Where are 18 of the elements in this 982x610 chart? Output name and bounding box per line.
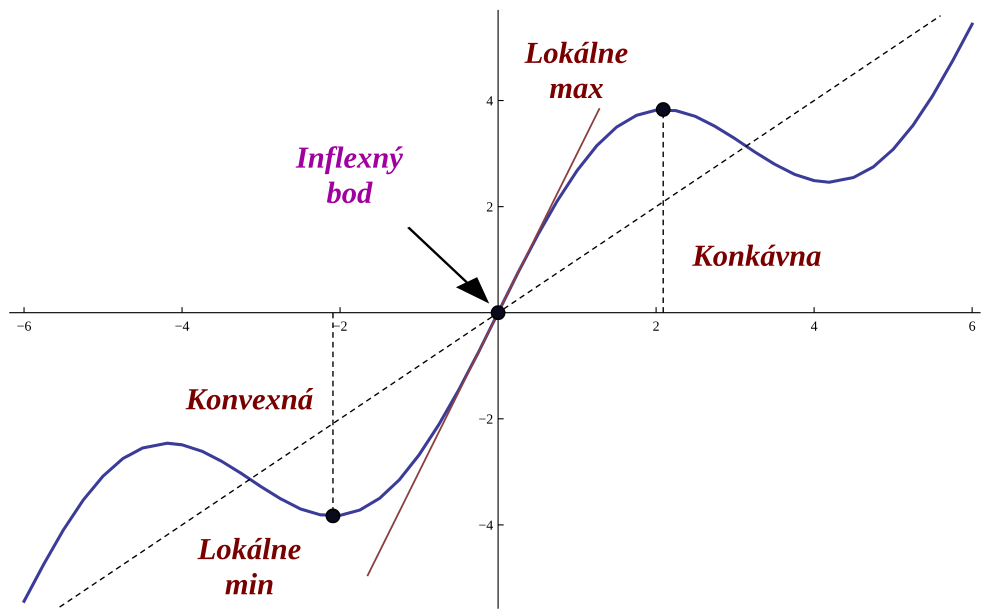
point <box>326 508 340 524</box>
x-tick-label: −4 <box>175 322 190 331</box>
point <box>656 102 671 117</box>
x-tick-label: −6 <box>17 321 32 331</box>
annotation: Lokálne max <box>524 42 628 98</box>
y-tick-label: 2 <box>486 202 492 212</box>
y-tick-label: −4 <box>479 520 494 530</box>
y-tick-label: 4 <box>486 96 494 106</box>
x-tick-label: 6 <box>969 321 976 331</box>
y-tick-label: −2 <box>479 414 492 424</box>
annotation: Lokálne min <box>197 538 301 594</box>
point <box>490 305 506 320</box>
x-tick-label: 4 <box>810 322 818 331</box>
annotation: Inflexný bod <box>296 146 403 204</box>
annotation: Konvexná <box>186 388 314 410</box>
x-tick-label: −2 <box>333 321 347 331</box>
annotation: Konkávna <box>692 244 821 266</box>
x-tick-label: 2 <box>653 321 659 331</box>
